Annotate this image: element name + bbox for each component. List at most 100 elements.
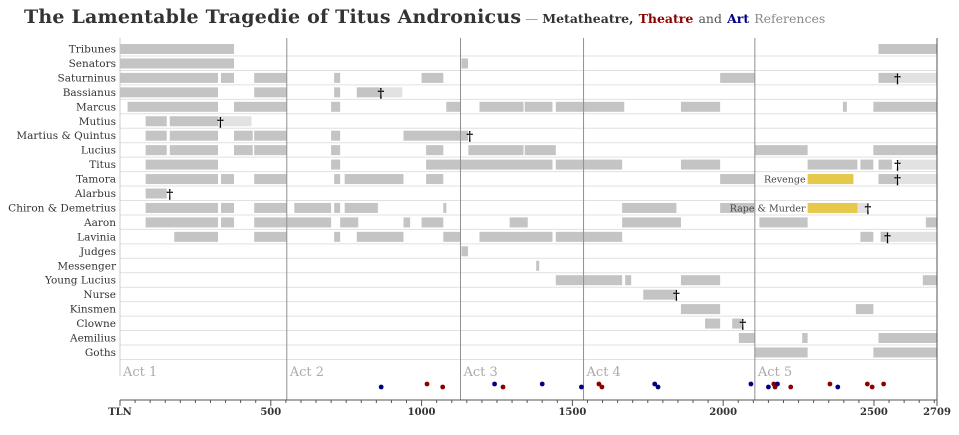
character-row-martius-quintus: Martius & Quintus † bbox=[16, 130, 473, 145]
presence-bar bbox=[925, 217, 937, 228]
character-row-aemilius: Aemilius bbox=[69, 333, 937, 345]
presence-bar bbox=[254, 174, 287, 185]
presence-bar bbox=[759, 217, 808, 228]
character-label: Saturninus bbox=[58, 72, 117, 84]
posthumous-bar bbox=[898, 159, 937, 170]
presence-bar bbox=[860, 159, 874, 170]
presence-bar bbox=[873, 101, 937, 112]
character-row-aaron: Aaron bbox=[83, 217, 937, 229]
death-cross-icon: † bbox=[166, 188, 173, 203]
highlight-bar bbox=[807, 174, 854, 185]
presence-bar bbox=[873, 347, 937, 358]
presence-bar bbox=[754, 145, 808, 156]
posthumous-bar bbox=[898, 174, 937, 185]
x-tick-label: 2500 bbox=[860, 407, 888, 418]
presence-bar bbox=[443, 202, 447, 213]
highlight-label: Rape & Murder bbox=[730, 203, 806, 214]
character-label: Titus bbox=[89, 159, 116, 171]
presence-bar bbox=[254, 130, 287, 141]
presence-bar bbox=[344, 202, 378, 213]
presence-bar bbox=[878, 159, 893, 170]
death-cross-icon: † bbox=[673, 289, 680, 304]
death-cross-icon: † bbox=[894, 72, 901, 87]
presence-bar bbox=[334, 72, 341, 83]
art-reference-dot bbox=[579, 384, 584, 390]
character-row-alarbus: Alarbus † bbox=[74, 188, 173, 203]
presence-bar bbox=[878, 174, 899, 185]
presence-bar bbox=[145, 217, 219, 228]
presence-bar bbox=[344, 174, 404, 185]
character-row-nurse: Nurse † bbox=[83, 289, 680, 304]
presence-bar bbox=[878, 333, 937, 343]
art-reference-dot bbox=[652, 381, 658, 387]
character-label: Chiron & Demetrius bbox=[8, 202, 116, 214]
x-end-label: 2709 bbox=[923, 407, 951, 418]
presence-bar bbox=[555, 275, 623, 286]
character-label: Clowne bbox=[76, 318, 116, 330]
presence-bar bbox=[145, 145, 167, 156]
presence-bar bbox=[403, 217, 411, 228]
presence-bar bbox=[120, 58, 234, 69]
presence-bar bbox=[145, 174, 219, 185]
character-label: Martius & Quintus bbox=[16, 130, 116, 142]
presence-bar bbox=[334, 231, 341, 242]
presence-bar bbox=[446, 101, 461, 112]
presence-bar bbox=[705, 318, 721, 329]
chart-title: The Lamentable Tragedie of Titus Androni… bbox=[24, 6, 825, 28]
character-row-clowne: Clowne † bbox=[76, 318, 746, 333]
posthumous-bar bbox=[380, 87, 403, 98]
art-reference-dot bbox=[378, 384, 384, 390]
presence-bar bbox=[720, 202, 755, 213]
presence-bar bbox=[169, 116, 219, 127]
subtitle-theatre: Theatre bbox=[638, 11, 694, 26]
character-row-lucius: Lucius bbox=[81, 145, 937, 157]
art-reference-dot bbox=[766, 384, 771, 390]
play-title: The Lamentable Tragedie of Titus Androni… bbox=[24, 6, 522, 28]
presence-bar bbox=[720, 174, 755, 185]
presence-bar bbox=[479, 101, 524, 112]
character-label: Tamora bbox=[76, 174, 116, 186]
presence-bar bbox=[509, 217, 528, 228]
theatre-reference-dot bbox=[788, 384, 794, 390]
presence-bar bbox=[331, 159, 341, 170]
presence-bar bbox=[625, 275, 632, 286]
presence-bar bbox=[426, 174, 444, 185]
x-tick-label: 1000 bbox=[408, 407, 436, 418]
character-label: Messenger bbox=[57, 260, 117, 272]
presence-bar bbox=[331, 145, 341, 156]
character-label: Kinsmen bbox=[70, 304, 117, 316]
presence-bar bbox=[120, 87, 219, 98]
character-row-marcus: Marcus bbox=[76, 101, 937, 113]
character-label: Goths bbox=[85, 347, 116, 359]
presence-bar bbox=[461, 246, 469, 257]
character-row-tamora: Tamora Revenge † bbox=[76, 173, 937, 188]
presence-bar bbox=[234, 101, 287, 112]
x-tick-label: 1500 bbox=[558, 407, 586, 418]
presence-bar bbox=[221, 174, 234, 185]
presence-bar bbox=[880, 231, 888, 242]
character-row-kinsmen: Kinsmen bbox=[70, 304, 874, 316]
presence-bar bbox=[120, 44, 234, 54]
presence-bar bbox=[294, 202, 332, 213]
subtitle-references: References bbox=[754, 11, 826, 26]
death-cross-icon: † bbox=[377, 86, 384, 101]
presence-bar bbox=[720, 72, 755, 83]
presence-bar bbox=[860, 231, 874, 242]
character-row-goths: Goths bbox=[85, 347, 937, 359]
death-cross-icon: † bbox=[884, 231, 891, 246]
presence-bar bbox=[873, 145, 937, 156]
subtitle-metatheatre: Metatheatre, bbox=[542, 11, 634, 26]
theatre-reference-dot bbox=[500, 384, 506, 390]
character-row-chiron-demetrius: Chiron & Demetrius Rape & Murder † bbox=[8, 202, 871, 217]
death-cross-icon: † bbox=[894, 173, 901, 188]
character-row-mutius: Mutius † bbox=[79, 115, 252, 130]
presence-bar bbox=[524, 145, 556, 156]
theatre-reference-dot bbox=[864, 381, 870, 387]
presence-bar bbox=[234, 130, 253, 141]
presence-bar bbox=[334, 202, 341, 213]
theatre-reference-dot bbox=[881, 381, 887, 387]
presence-bar bbox=[174, 231, 219, 242]
presence-bar bbox=[738, 333, 755, 343]
presence-bar bbox=[479, 231, 553, 242]
presence-bar bbox=[922, 275, 937, 286]
